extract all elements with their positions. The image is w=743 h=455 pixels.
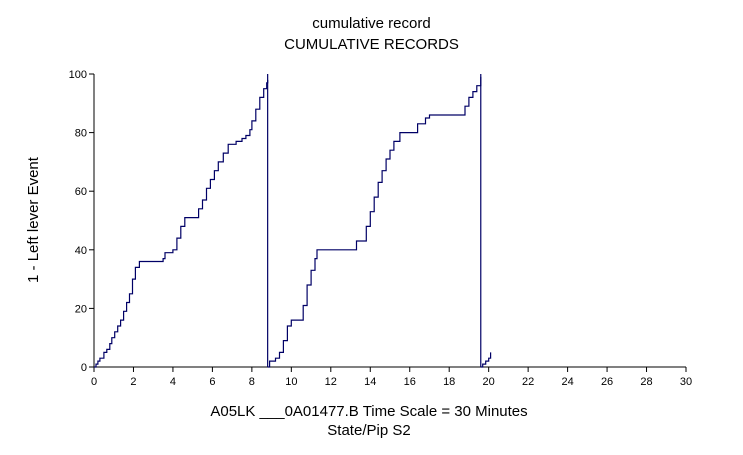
cumulative-series-1 — [94, 79, 269, 368]
x-tick-label: 4 — [170, 376, 176, 388]
x-tick-label: 14 — [364, 376, 376, 388]
cumulative-series-3 — [480, 352, 492, 368]
chart-subtitle: CUMULATIVE RECORDS — [284, 36, 459, 53]
x-tick-label: 24 — [561, 376, 573, 388]
x-tick-label: 2 — [130, 376, 136, 388]
y-tick-label: 40 — [75, 245, 87, 257]
y-tick-label: 60 — [75, 186, 87, 198]
y-tick-label: 80 — [75, 128, 87, 140]
x-tick-label: 8 — [249, 376, 255, 388]
x-tick-label: 26 — [601, 376, 613, 388]
y-axis-label: 1 - Left lever Event — [25, 156, 42, 283]
chart-title: cumulative record — [312, 15, 431, 32]
x-tick-label: 6 — [209, 376, 215, 388]
x-tick-label: 30 — [680, 376, 692, 388]
y-tick-label: 0 — [81, 362, 87, 374]
x-tick-label: 12 — [325, 376, 337, 388]
x-axis-sublabel: State/Pip S2 — [327, 422, 410, 439]
cumulative-series-2 — [267, 76, 482, 368]
plot-area — [94, 74, 492, 368]
x-tick-label: 0 — [91, 376, 97, 388]
x-axis-label: A05LK ___0A01477.B Time Scale = 30 Minut… — [210, 403, 527, 420]
x-tick-label: 28 — [640, 376, 652, 388]
x-tick-label: 10 — [285, 376, 297, 388]
x-tick-label: 22 — [522, 376, 534, 388]
x-tick-label: 18 — [443, 376, 455, 388]
y-tick-label: 100 — [69, 69, 87, 81]
x-tick-label: 16 — [404, 376, 416, 388]
y-tick-label: 20 — [75, 303, 87, 315]
x-tick-label: 20 — [483, 376, 495, 388]
